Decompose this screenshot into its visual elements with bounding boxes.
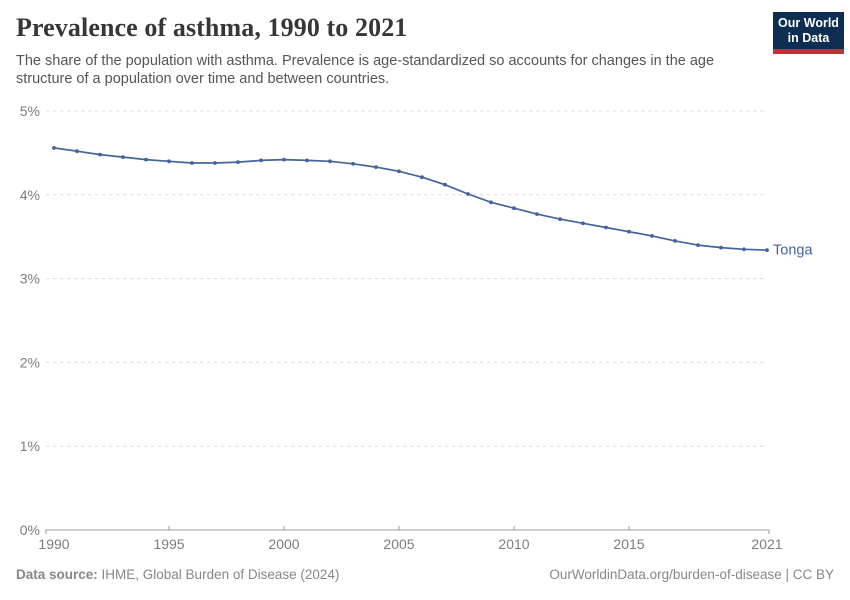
data-point-2013: [581, 221, 585, 226]
y-tick-label-4%: 4%: [20, 187, 40, 203]
data-point-2017: [673, 239, 677, 243]
data-point-2011: [535, 212, 539, 217]
x-tick-label-2000: 2000: [268, 536, 299, 552]
data-point-2007: [443, 182, 447, 187]
x-tick-label-2021: 2021: [751, 536, 782, 552]
data-source-note: Data source: IHME, Global Burden of Dise…: [16, 567, 339, 582]
data-point-1993: [121, 155, 125, 160]
page-title: Prevalence of asthma, 1990 to 2021: [16, 13, 408, 42]
y-tick-label-5%: 5%: [20, 103, 40, 119]
data-point-1996: [190, 161, 194, 165]
data-point-2019: [719, 245, 723, 250]
data-source-value: IHME, Global Burden of Disease (2024): [97, 567, 340, 582]
data-point-2008: [466, 192, 470, 196]
series-label-tonga: Tonga: [773, 243, 813, 259]
x-tick-label-1995: 1995: [153, 536, 184, 552]
series-line-tonga: [53, 147, 768, 251]
data-point-2006: [420, 175, 424, 180]
chart-footer: Data source: IHME, Global Burden of Dise…: [16, 567, 834, 582]
data-point-2014: [604, 225, 608, 230]
x-tick-label-2015: 2015: [613, 536, 644, 552]
chart-header: Prevalence of asthma, 1990 to 2021 The s…: [16, 13, 755, 88]
y-tick-label-1%: 1%: [20, 438, 40, 454]
data-point-2015: [627, 229, 631, 234]
data-point-1998: [236, 160, 240, 165]
data-source-label: Data source:: [16, 567, 98, 582]
y-tick-label-0%: 0%: [20, 522, 40, 538]
data-point-1994: [144, 157, 148, 162]
gridlines: [46, 110, 766, 447]
x-tick-label-1990: 1990: [38, 536, 69, 552]
attribution-note: OurWorldinData.org/burden-of-disease | C…: [549, 567, 834, 582]
chart-subtitle: The share of the population with asthma.…: [16, 53, 755, 88]
x-tick-label-2005: 2005: [383, 536, 414, 552]
y-tick-label-2%: 2%: [20, 354, 40, 370]
data-point-1999: [259, 158, 263, 163]
data-point-2003: [351, 161, 355, 166]
data-point-2010: [512, 206, 516, 211]
data-point-2004: [374, 165, 378, 170]
data-series: Tonga: [52, 146, 813, 259]
data-point-1997: [213, 161, 217, 165]
data-point-2000: [282, 157, 286, 162]
owid-logo-line-2: in Data: [787, 31, 830, 45]
x-tick-label-2010: 2010: [498, 536, 529, 552]
data-point-2012: [558, 217, 562, 222]
data-point-2001: [305, 158, 309, 163]
data-point-1992: [98, 152, 102, 157]
data-point-1991: [75, 149, 79, 154]
y-axis-tick-labels: 0% 1% 2% 3% 4% 5%: [20, 103, 40, 538]
data-point-1990: [52, 146, 56, 150]
data-point-2020: [742, 247, 746, 252]
data-point-2002: [328, 159, 332, 164]
owid-logo-line-1: Our World: [778, 16, 839, 30]
chart-subtitle-line-2: structure of a population over time and …: [16, 70, 390, 87]
y-tick-label-3%: 3%: [20, 271, 40, 287]
data-point-1995: [167, 159, 171, 164]
data-point-2016: [650, 234, 654, 238]
data-point-2021: [765, 248, 769, 253]
data-point-2009: [489, 200, 493, 205]
data-point-2005: [397, 169, 401, 174]
x-axis-tick-labels: 1990 1995 2000 2005 2010 2015 2021: [38, 536, 782, 552]
x-axis-line: [45, 529, 770, 534]
owid-logo: Our World in Data: [773, 12, 844, 54]
data-point-2018: [696, 243, 700, 248]
chart-subtitle-line-1: The share of the population with asthma.…: [16, 53, 715, 69]
x-axis: [45, 526, 770, 534]
